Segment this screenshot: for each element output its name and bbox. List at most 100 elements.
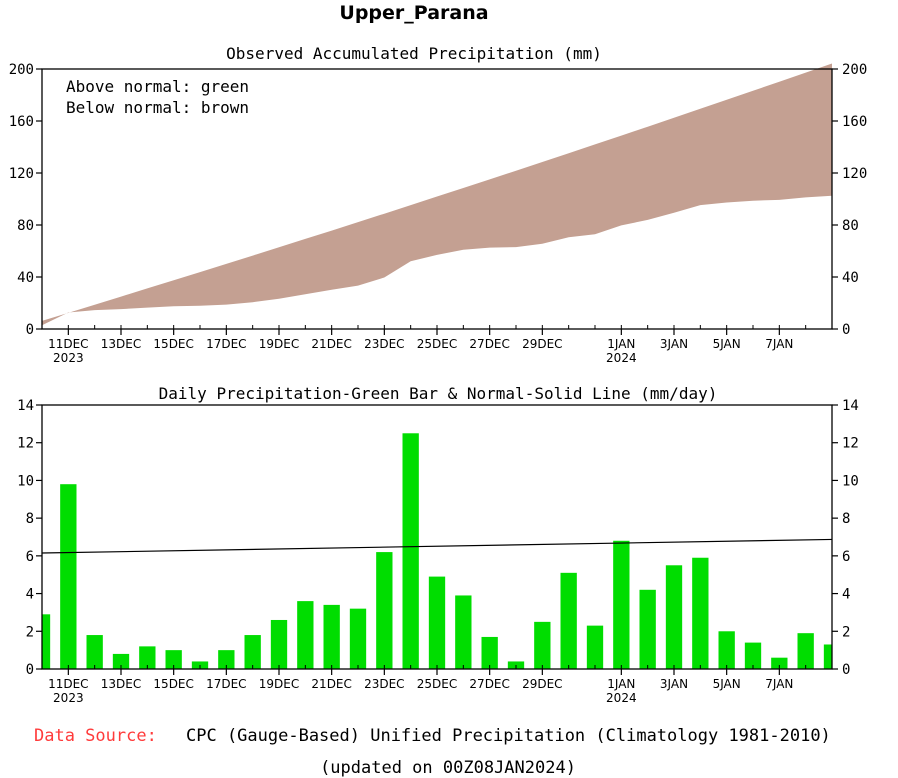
top-xtick-year: 2024 (606, 351, 637, 365)
bottom-xtick-year: 2023 (53, 691, 84, 705)
top-ytick-label-right: 80 (842, 218, 859, 234)
top-xtick-label: 3JAN (660, 337, 688, 351)
daily-bar (613, 540, 630, 669)
top-ytick-label-right: 120 (842, 166, 867, 182)
top-ytick-label-right: 200 (842, 62, 867, 78)
top-ytick-label-right: 160 (842, 114, 867, 130)
bottom-ytick-label-right: 8 (842, 511, 850, 527)
daily-bar (692, 557, 709, 669)
daily-bar (42, 614, 51, 669)
top-xtick-label: 7JAN (765, 337, 793, 351)
bottom-ytick-label-left: 8 (26, 511, 34, 527)
daily-bar (455, 595, 472, 669)
bottom-chart-title: Daily Precipitation-Green Bar & Normal-S… (159, 384, 718, 403)
bottom-xtick-label: 11DEC (48, 677, 88, 691)
bottom-ytick-label-left: 14 (17, 398, 34, 414)
normal-line (41, 538, 833, 554)
bottom-xtick-label: 27DEC (469, 677, 509, 691)
daily-bar (560, 572, 577, 669)
top-ytick-label-left: 200 (9, 62, 34, 78)
daily-bar (744, 642, 762, 669)
daily-bars (42, 433, 832, 669)
updated-text: (updated on 00Z08JAN2024) (320, 758, 576, 778)
bottom-xtick-label: 1JAN (607, 677, 635, 691)
daily-bar (771, 657, 788, 669)
top-ytick-label-left: 0 (26, 322, 34, 338)
legend-below-normal: Below normal: brown (66, 98, 249, 117)
top-ytick-label-right: 40 (842, 270, 859, 286)
top-xtick-label: 11DEC (48, 337, 88, 351)
top-xtick-label: 29DEC (522, 337, 562, 351)
bottom-xtick-label: 25DEC (417, 677, 457, 691)
daily-bar (534, 621, 551, 669)
top-xtick-label: 21DEC (311, 337, 351, 351)
top-xtick-year: 2023 (53, 351, 84, 365)
daily-bar (665, 565, 683, 669)
daily-bar (139, 646, 156, 669)
daily-bar (428, 576, 446, 669)
bottom-ytick-label-left: 4 (26, 587, 34, 603)
bottom-xtick-year: 2024 (606, 691, 637, 705)
daily-bar (112, 653, 130, 669)
bottom-xtick-label: 3JAN (660, 677, 688, 691)
main-title: Upper_Parana (339, 2, 488, 24)
top-xtick-label: 15DEC (153, 337, 193, 351)
top-ytick-label-left: 160 (9, 114, 34, 130)
top-ytick-label-left: 80 (17, 218, 34, 234)
bottom-xtick-label: 17DEC (206, 677, 246, 691)
bottom-ytick-label-right: 12 (842, 436, 859, 452)
legend-above-normal: Above normal: green (66, 77, 249, 96)
bottom-ytick-label-right: 2 (842, 624, 850, 640)
bottom-ytick-label-left: 12 (17, 436, 34, 452)
below-normal-area (42, 63, 832, 326)
data-source-label: Data Source: (34, 726, 157, 746)
bottom-ytick-label-right: 6 (842, 549, 850, 565)
top-xtick-label: 1JAN (607, 337, 635, 351)
daily-bar (586, 625, 604, 669)
top-chart-title: Observed Accumulated Precipitation (mm) (226, 44, 602, 63)
top-xtick-label: 25DEC (417, 337, 457, 351)
bottom-xtick-label: 21DEC (311, 677, 351, 691)
top-ytick-label-left: 40 (17, 270, 34, 286)
bottom-ytick-label-left: 2 (26, 624, 34, 640)
daily-bar (86, 635, 103, 669)
daily-bar (481, 636, 498, 669)
top-ytick-label-right: 0 (842, 322, 850, 338)
bottom-xtick-label: 19DEC (259, 677, 299, 691)
daily-bar (270, 619, 288, 669)
daily-bar (218, 650, 235, 669)
top-xtick-label: 13DEC (101, 337, 141, 351)
bottom-xtick-label: 5JAN (713, 677, 741, 691)
bottom-ytick-label-right: 14 (842, 398, 859, 414)
top-xtick-label: 27DEC (469, 337, 509, 351)
bottom-xtick-label: 7JAN (765, 677, 793, 691)
daily-bar (297, 601, 314, 669)
bottom-ytick-label-left: 0 (26, 662, 34, 678)
daily-bar (244, 635, 261, 669)
bottom-xtick-label: 23DEC (364, 677, 404, 691)
bottom-ytick-label-left: 6 (26, 549, 34, 565)
daily-bar (349, 608, 367, 669)
bottom-ytick-label-left: 10 (17, 473, 34, 489)
daily-bar (165, 650, 182, 669)
daily-bar (823, 644, 832, 669)
daily-bar (60, 484, 77, 669)
daily-bar (718, 631, 735, 669)
top-xtick-label: 19DEC (259, 337, 299, 351)
top-ytick-label-left: 120 (9, 166, 34, 182)
daily-bar (323, 604, 340, 669)
top-xtick-label: 17DEC (206, 337, 246, 351)
bottom-xtick-label: 29DEC (522, 677, 562, 691)
bottom-ytick-label-right: 0 (842, 662, 850, 678)
daily-bar (376, 552, 393, 669)
bottom-xtick-label: 15DEC (153, 677, 193, 691)
bottom-ytick-label-right: 4 (842, 587, 850, 603)
daily-bar (402, 433, 419, 669)
top-xtick-label: 5JAN (713, 337, 741, 351)
top-xtick-label: 23DEC (364, 337, 404, 351)
bottom-xtick-label: 13DEC (101, 677, 141, 691)
bottom-ytick-label-right: 10 (842, 473, 859, 489)
